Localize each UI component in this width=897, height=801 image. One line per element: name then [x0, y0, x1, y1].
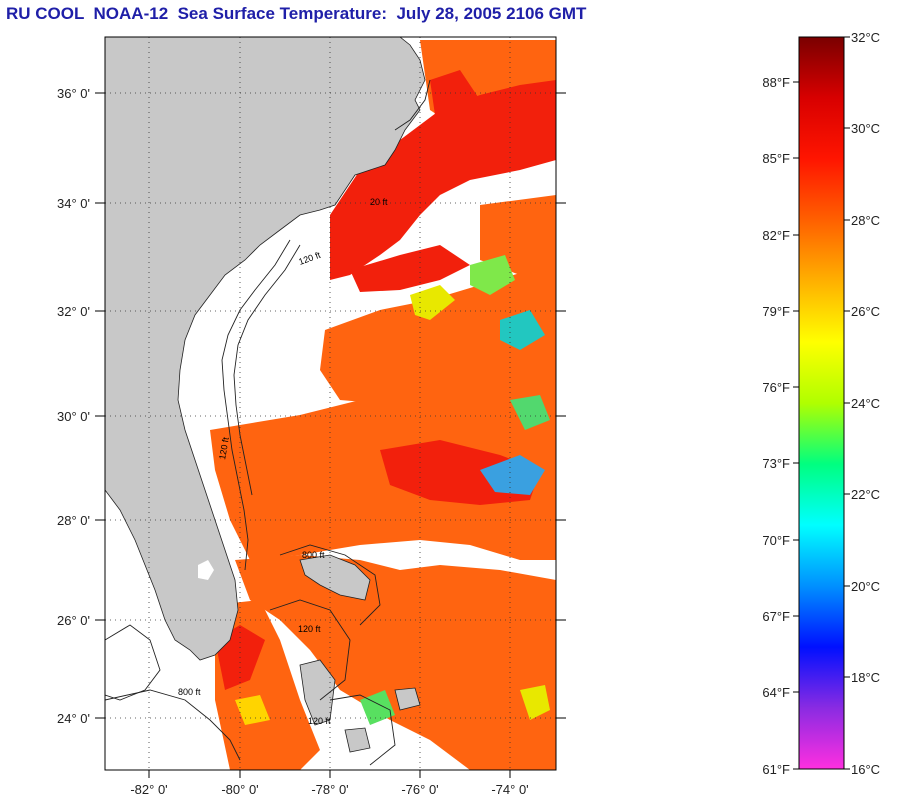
contour-label: 20 ft: [370, 197, 388, 207]
celsius-label: 32°C: [851, 30, 880, 45]
contour-label: 800 ft: [178, 687, 201, 697]
colorbar-gradient: [798, 36, 845, 770]
celsius-label: 28°C: [851, 213, 880, 228]
depth-contours: [105, 79, 431, 766]
lake-okeechobee: [198, 560, 214, 580]
lat-label: 26° 0': [57, 613, 90, 628]
celsius-labels: 32°C 30°C 28°C 26°C 24°C 22°C 20°C 18°C …: [851, 30, 880, 777]
tick-marks: [95, 92, 566, 778]
contour-label: 800 ft: [302, 550, 325, 560]
graticule: [105, 37, 556, 770]
celsius-label: 26°C: [851, 304, 880, 319]
lon-label: -76° 0': [401, 782, 438, 797]
lat-label: 32° 0': [57, 304, 90, 319]
celsius-label: 18°C: [851, 670, 880, 685]
celsius-label: 24°C: [851, 396, 880, 411]
longitude-labels: -82° 0' -80° 0' -78° 0' -76° 0' -74° 0': [130, 782, 528, 797]
fahrenheit-label: 85°F: [762, 151, 790, 166]
celsius-label: 20°C: [851, 579, 880, 594]
celsius-label: 22°C: [851, 487, 880, 502]
fahrenheit-label: 82°F: [762, 228, 790, 243]
lat-label: 28° 0': [57, 513, 90, 528]
fahrenheit-label: 64°F: [762, 685, 790, 700]
fahrenheit-label: 70°F: [762, 533, 790, 548]
lon-label: -82° 0': [130, 782, 167, 797]
sst-cool-patches: [235, 255, 550, 725]
contour-label: 120 ft: [217, 436, 231, 460]
celsius-label: 30°C: [851, 121, 880, 136]
sst-hot-water: [215, 70, 556, 690]
lon-label: -74° 0': [491, 782, 528, 797]
latitude-labels: 36° 0' 34° 0' 32° 0' 30° 0' 28° 0' 26° 0…: [57, 86, 90, 726]
fahrenheit-labels: 88°F 85°F 82°F 79°F 76°F 73°F 70°F 67°F …: [762, 75, 790, 777]
fahrenheit-label: 79°F: [762, 304, 790, 319]
temperature-colorbar: 32°C 30°C 28°C 26°C 24°C 22°C 20°C 18°C …: [762, 30, 880, 777]
contour-label: 120 ft: [298, 624, 321, 634]
fahrenheit-label: 67°F: [762, 609, 790, 624]
lat-label: 24° 0': [57, 711, 90, 726]
fahrenheit-label: 61°F: [762, 762, 790, 777]
map-title: RU COOL NOAA-12 Sea Surface Temperature:…: [6, 4, 587, 23]
lon-label: -78° 0': [311, 782, 348, 797]
lat-label: 30° 0': [57, 409, 90, 424]
lon-label: -80° 0': [221, 782, 258, 797]
fahrenheit-label: 88°F: [762, 75, 790, 90]
bahamas-islands: [299, 554, 421, 753]
fahrenheit-label: 76°F: [762, 380, 790, 395]
land-mass: [105, 37, 426, 661]
lat-label: 34° 0': [57, 196, 90, 211]
colorbar-ticks: [793, 36, 850, 770]
lat-label: 36° 0': [57, 86, 90, 101]
sst-warm-water: [210, 40, 556, 770]
celsius-label: 16°C: [851, 762, 880, 777]
fahrenheit-label: 73°F: [762, 456, 790, 471]
contour-label: 120 ft: [308, 716, 331, 726]
